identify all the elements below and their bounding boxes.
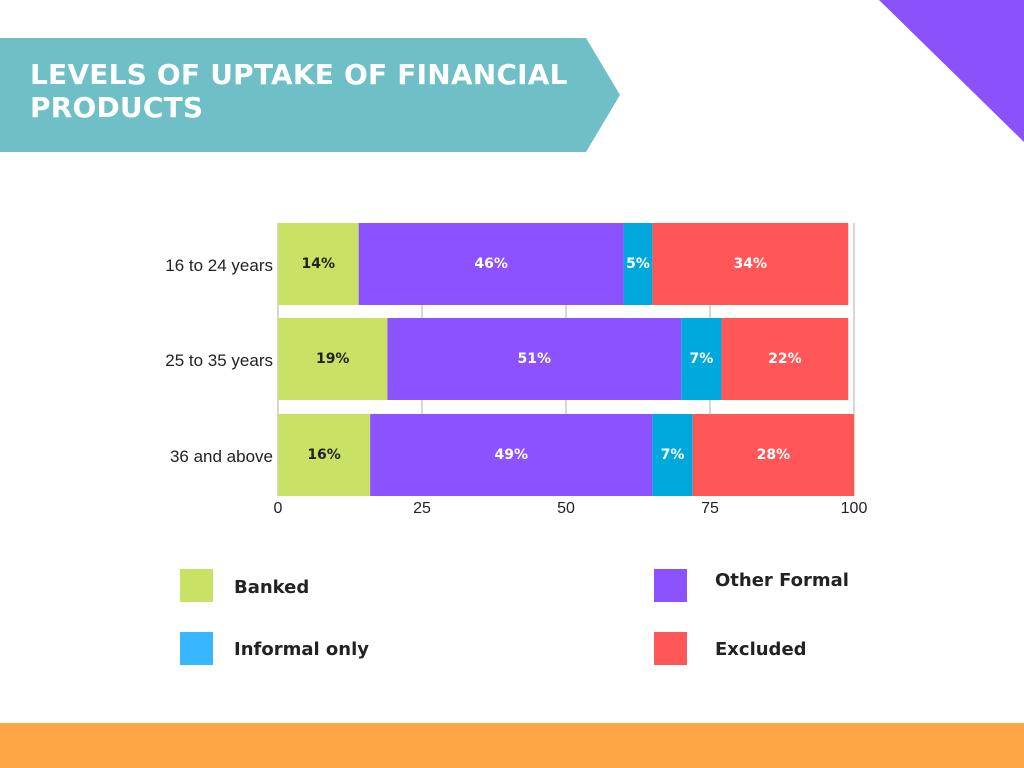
bar-informal-2 xyxy=(681,318,722,400)
data-label-excluded-1: 34% xyxy=(734,256,768,272)
data-label-informal-3: 7% xyxy=(661,447,685,463)
data-label-other-formal-3: 49% xyxy=(495,447,529,463)
x-tick-label-75: 75 xyxy=(701,500,719,517)
data-label-excluded-2: 22% xyxy=(768,351,802,367)
bar-banked-3 xyxy=(278,414,371,496)
bottom-bar xyxy=(0,723,1024,768)
category-label-1: 16 to 24 years xyxy=(165,256,273,275)
legend-label-other-formal: Other Formal xyxy=(715,570,849,591)
data-label-banked-2: 19% xyxy=(316,351,350,367)
data-label-other-formal-1: 46% xyxy=(474,256,508,272)
legend-label-informal: Informal only xyxy=(234,639,370,660)
bar-informal-3 xyxy=(652,414,693,496)
data-label-other-formal-2: 51% xyxy=(518,351,552,367)
data-label-informal-2: 7% xyxy=(689,351,713,367)
x-tick-label-50: 50 xyxy=(557,500,575,517)
corner-decoration xyxy=(879,0,1024,142)
data-labels: 14% 46% 5% 34% 19% 51% 7% 22% 16% 49% 7% 28% xyxy=(302,256,802,463)
bar-excluded-1 xyxy=(652,223,849,305)
data-label-banked-1: 14% xyxy=(302,256,336,272)
x-tick-label-25: 25 xyxy=(413,500,431,517)
legend-swatch-excluded xyxy=(654,632,687,665)
bar-excluded-2 xyxy=(721,318,849,400)
data-label-excluded-3: 28% xyxy=(757,447,791,463)
legend-swatch-other-formal xyxy=(654,569,687,602)
bar-other-formal-3 xyxy=(370,414,653,496)
bar-other-formal-1 xyxy=(358,223,624,305)
category-label-3: 36 and above xyxy=(170,447,273,466)
legend-label-excluded: Excluded xyxy=(715,639,807,660)
legend-label-banked: Banked xyxy=(234,577,310,598)
x-axis-ticks: 0 25 50 75 100 xyxy=(274,500,868,517)
bars xyxy=(278,223,854,496)
stacked-bar-chart: 14% 46% 5% 34% 19% 51% 7% 22% 16% 49% 7% 28% 16 to … xyxy=(165,223,868,517)
page-title: LEVELS OF UPTAKE OF FINANCIAL PRODUCTS xyxy=(30,58,568,124)
x-tick-label-100: 100 xyxy=(841,500,868,517)
category-label-2: 25 to 35 years xyxy=(165,351,273,370)
bar-banked-1 xyxy=(278,223,359,305)
data-label-banked-3: 16% xyxy=(307,447,341,463)
bar-excluded-3 xyxy=(692,414,854,496)
data-label-informal-1: 5% xyxy=(626,256,650,272)
bar-informal-1 xyxy=(623,223,653,305)
legend-swatch-informal xyxy=(180,632,213,665)
category-labels: 16 to 24 years 25 to 35 years 36 and above xyxy=(165,256,273,466)
legend-swatch-banked xyxy=(180,569,213,602)
title-banner xyxy=(0,38,620,152)
x-tick-label-0: 0 xyxy=(274,500,283,517)
bar-banked-2 xyxy=(278,318,388,400)
bar-other-formal-2 xyxy=(387,318,682,400)
